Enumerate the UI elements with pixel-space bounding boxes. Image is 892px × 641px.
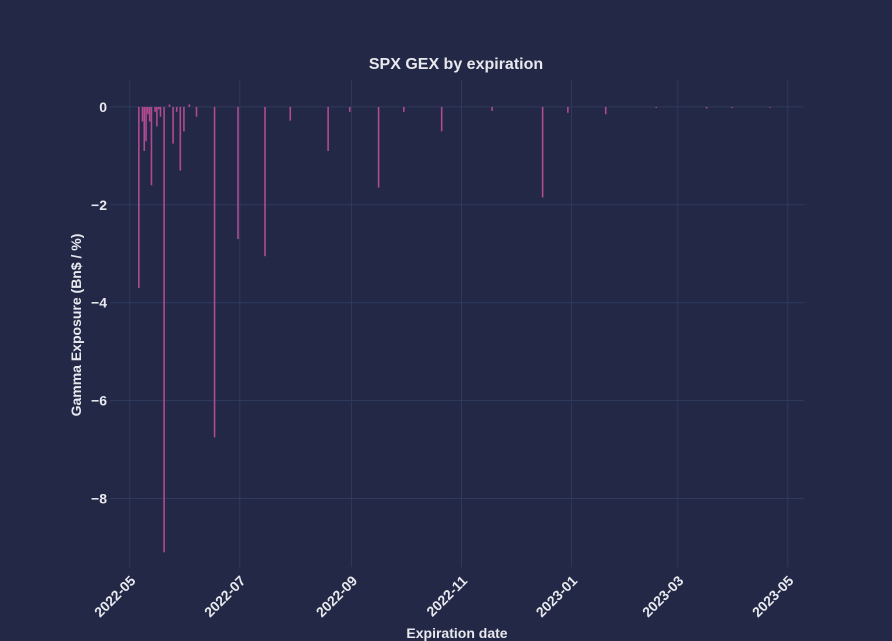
- gex-bar: [731, 106, 733, 108]
- gex-bar: [705, 106, 708, 109]
- x-tick-label: 2022-05: [91, 572, 139, 620]
- gex-bar: [179, 106, 182, 171]
- gex-bar: [213, 106, 216, 438]
- gex-bar: [138, 106, 140, 289]
- y-tick-label: −4: [91, 295, 107, 311]
- y-tick-label: −6: [91, 393, 107, 409]
- gex-bar: [440, 106, 443, 132]
- y-tick-label: 0: [99, 99, 107, 115]
- gex-bar: [150, 106, 153, 186]
- gex-bar: [148, 106, 151, 122]
- gex-bar: [143, 106, 146, 151]
- gex-bar: [655, 106, 657, 108]
- gex-bar: [172, 106, 174, 144]
- gex-bar: [141, 106, 144, 122]
- x-tick-label: 2023-01: [533, 572, 581, 620]
- gex-bar: [567, 106, 569, 113]
- bars: [138, 104, 771, 553]
- gex-bar: [237, 106, 239, 240]
- gex-bar: [175, 106, 178, 112]
- gex-bar: [147, 106, 149, 115]
- gex-bar: [159, 106, 162, 117]
- y-axis-title: Gamma Exposure (Bn$ / %): [68, 234, 84, 417]
- x-tick-label: 2023-03: [639, 572, 687, 620]
- gex-bar: [377, 106, 380, 188]
- gex-bar: [157, 106, 160, 110]
- gex-bar: [768, 106, 771, 108]
- y-tick-label: −8: [91, 490, 107, 506]
- gex-bar: [188, 104, 191, 107]
- grid: [110, 80, 804, 567]
- gex-bar: [403, 106, 405, 112]
- x-tick-label: 2022-09: [313, 572, 361, 620]
- gex-bar: [541, 106, 544, 198]
- gex-bar: [183, 106, 185, 132]
- chart-title: SPX GEX by expiration: [369, 56, 543, 73]
- x-tick-label: 2022-07: [201, 572, 249, 620]
- gex-bar: [604, 106, 607, 115]
- gex-bar: [163, 106, 165, 553]
- y-tick-label: −2: [91, 197, 107, 213]
- x-axis-title: Expiration date: [406, 625, 507, 641]
- gex-bar: [168, 104, 171, 107]
- gex-bar: [195, 106, 198, 117]
- gex-bar: [289, 106, 292, 121]
- x-tick-label: 2023-05: [749, 572, 797, 620]
- y-axis-ticks: 0 −2 −4 −6 −8: [91, 99, 107, 507]
- gex-bar: [327, 106, 329, 151]
- gex-bar: [491, 106, 493, 111]
- gex-bar: [264, 106, 266, 257]
- gex-bar: [145, 106, 147, 142]
- gex-bar: [154, 106, 156, 112]
- x-tick-label: 2022-11: [423, 572, 470, 619]
- x-axis-ticks: 2022-05 2022-07 2022-09 2022-11 2023-01 2023-…: [91, 572, 797, 620]
- gex-bar: [156, 106, 158, 127]
- gex-bar: [348, 106, 351, 112]
